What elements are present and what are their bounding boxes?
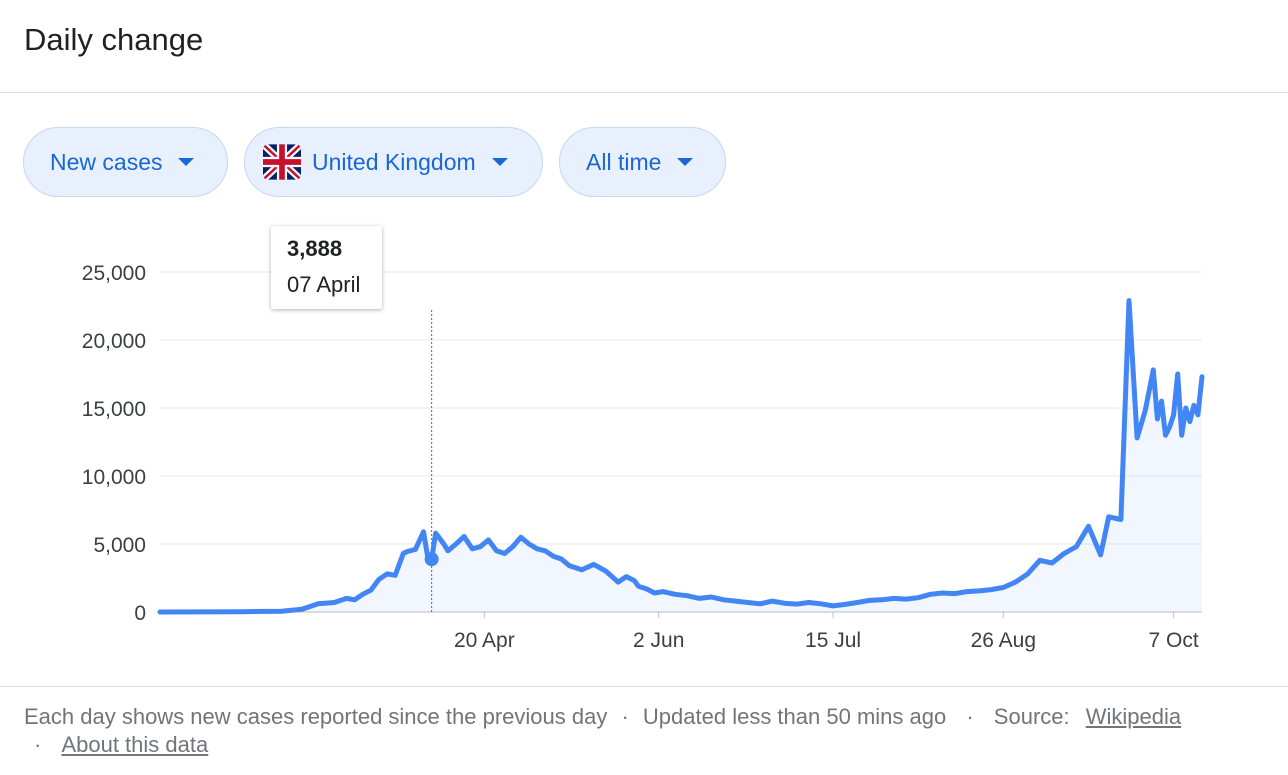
dropdown-arrow-icon [677, 158, 694, 166]
x-tick-label: 7 Oct [1149, 629, 1199, 652]
daily-change-chart[interactable]: 0 5,000 10,000 15,000 20,000 25,000 20 Apr 2 J… [0, 210, 1288, 680]
x-axis-ticks: 20 Apr 2 Jun 15 Jul 26 Aug 7 Oct [454, 612, 1199, 652]
footer-separator: · [966, 704, 974, 729]
metric-dropdown-label: New cases [50, 148, 163, 175]
tooltip-value: 3,888 [287, 236, 343, 261]
footer-line-1: Each day shows new cases reported since … [24, 704, 1181, 730]
hover-point [424, 552, 439, 567]
source-label: Source: [993, 704, 1070, 729]
source-link-wikipedia[interactable]: Wikipedia [1085, 704, 1182, 729]
footer-description: Each day shows new cases reported since … [24, 704, 608, 729]
card-header: Daily change [0, 0, 1288, 93]
time-range-dropdown-label: All time [586, 148, 662, 175]
grid-lines [160, 271, 1202, 613]
y-tick-label: 10,000 [82, 466, 146, 489]
footer-separator: · [621, 704, 629, 729]
x-tick-label: 26 Aug [971, 629, 1036, 652]
metric-dropdown[interactable]: New cases [23, 127, 228, 197]
about-this-data-link[interactable]: About this data [61, 732, 209, 757]
footer-line-2: · About this data [34, 732, 208, 758]
uk-flag-icon [263, 144, 301, 180]
y-tick-label: 25,000 [82, 262, 146, 285]
region-dropdown-label: United Kingdom [312, 148, 476, 175]
chart-tooltip: 3,888 07 April [271, 226, 382, 309]
y-axis-ticks: 0 5,000 10,000 15,000 20,000 25,000 [82, 262, 146, 625]
updated-status: Updated less than 50 mins ago [642, 704, 947, 729]
y-tick-label: 0 [134, 602, 146, 625]
dropdown-arrow-icon [491, 158, 508, 166]
series-area-fill [160, 300, 1202, 612]
footer-separator: · [34, 732, 42, 757]
card-footer: Each day shows new cases reported since … [0, 686, 1288, 757]
chart-canvas[interactable]: 0 5,000 10,000 15,000 20,000 25,000 20 Apr 2 J… [0, 210, 1288, 680]
y-tick-label: 5,000 [93, 534, 146, 557]
card-title: Daily change [24, 22, 204, 57]
x-tick-label: 2 Jun [633, 629, 684, 652]
data-points [159, 300, 1203, 613]
tooltip-date: 07 April [287, 272, 361, 297]
time-range-dropdown[interactable]: All time [559, 127, 726, 197]
y-tick-label: 20,000 [82, 330, 146, 353]
x-tick-label: 15 Jul [805, 629, 861, 652]
x-tick-label: 20 Apr [454, 629, 515, 652]
dropdown-arrow-icon [178, 158, 195, 166]
y-tick-label: 15,000 [82, 398, 146, 421]
region-dropdown[interactable]: United Kingdom [244, 127, 543, 197]
